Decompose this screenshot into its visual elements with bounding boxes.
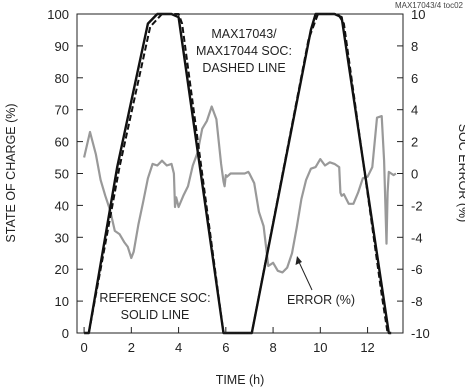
y-tick-label: 20	[55, 262, 69, 277]
annotation-reference-soc-line1: REFERENCE SOC:	[99, 291, 210, 305]
annotation-error-leader	[298, 261, 313, 291]
y-tick-label: 30	[55, 230, 69, 245]
y-tick-label: 90	[55, 39, 69, 54]
estimated-soc-line	[87, 13, 389, 334]
y2-tick-label: -6	[411, 262, 423, 277]
annotation-error-arrowhead	[295, 256, 302, 265]
annotation-reference-soc-line2: SOLID LINE	[121, 308, 190, 322]
y2-tick-label: -2	[411, 198, 423, 213]
annotation-error: ERROR (%)	[280, 256, 362, 309]
annotation-estimated-soc-line3: DASHED LINE	[202, 61, 285, 75]
soc-error-line	[83, 105, 397, 274]
x-tick-label: 2	[128, 340, 135, 355]
y-tick-label: 50	[55, 167, 69, 182]
y-tick-label: 80	[55, 71, 69, 86]
y2-axis-title: SOC ERROR (%)	[456, 124, 465, 223]
y-tick-label: 100	[47, 7, 69, 22]
y-axis-title: STATE OF CHARGE (%)	[4, 103, 18, 242]
x-tick-label: 6	[222, 340, 229, 355]
x-tick-label: 8	[269, 340, 276, 355]
annotation-reference-soc-bg	[103, 286, 207, 322]
x-axis-title: TIME (h)	[216, 373, 265, 387]
y2-tick-label: -4	[411, 230, 423, 245]
y-tick-label: 70	[55, 103, 69, 118]
annotation-estimated-soc-line2: MAX17044 SOC:	[196, 44, 292, 58]
annotation-estimated-soc: MAX17043/ MAX17044 SOC: DASHED LINE	[196, 26, 292, 78]
y-tick-label: 10	[55, 294, 69, 309]
y-tick-label: 0	[62, 326, 69, 341]
annotation-estimated-soc-line1: MAX17043/	[211, 27, 277, 41]
y2-tick-label: 0	[411, 167, 418, 182]
y2-tick-label: 6	[411, 71, 418, 86]
y2-tick-label: -8	[411, 294, 423, 309]
annotation-reference-soc: REFERENCE SOC: SOLID LINE	[99, 286, 211, 322]
annotation-estimated-soc-bg	[198, 26, 290, 78]
y-tick-label: 60	[55, 135, 69, 150]
y2-tick-label: -10	[411, 326, 430, 341]
y2-tick-label: 2	[411, 135, 418, 150]
x-tick-label: 4	[175, 340, 182, 355]
chart-id-tag: MAX17043/4 toc02	[395, 1, 464, 10]
ticks-layer: 0 2 4 6 8 10 120102030405060708090100-10-8-6-4…	[47, 7, 430, 355]
annotation-error-bg	[280, 291, 362, 309]
x-tick-label: 12	[360, 340, 374, 355]
x-tick-label: 10	[313, 340, 327, 355]
y2-tick-label: 10	[411, 7, 425, 22]
y2-tick-label: 8	[411, 39, 418, 54]
y2-tick-label: 4	[411, 103, 418, 118]
annotation-error-label: ERROR (%)	[287, 293, 355, 307]
x-tick-label: 0	[80, 340, 87, 355]
y-tick-label: 40	[55, 198, 69, 213]
